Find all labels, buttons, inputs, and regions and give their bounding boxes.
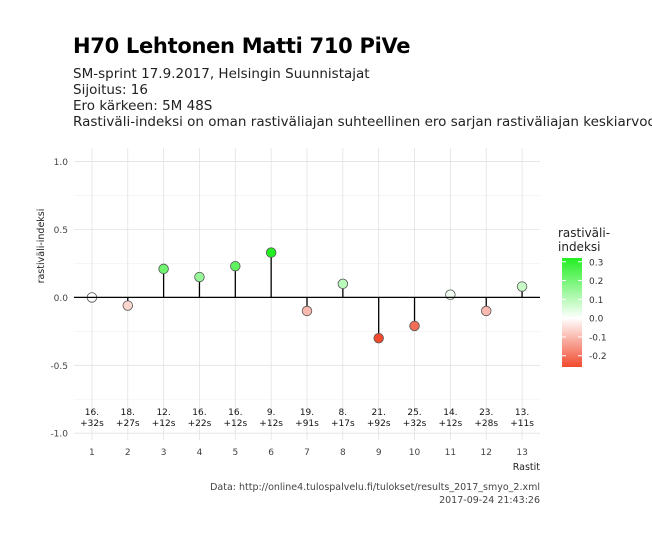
data-point [122, 300, 133, 311]
rank-label: 23. [479, 408, 493, 418]
data-point [230, 260, 241, 272]
data-point [445, 289, 456, 300]
data-points [86, 247, 528, 344]
time-diff-label: +11s [510, 419, 534, 429]
data-point [481, 305, 492, 317]
x-tick-label: 9 [376, 448, 382, 458]
subtitle-gap: Ero kärkeen: 5M 48S [73, 98, 213, 114]
y-tick-label: -0.5 [50, 362, 68, 372]
rank-label: 21. [372, 408, 386, 418]
time-diff-label: +91s [295, 419, 319, 429]
rank-label: 19. [300, 408, 314, 418]
timestamp-caption: 2017-09-24 21:43:26 [439, 495, 540, 506]
data-point [158, 263, 169, 275]
x-tick-label: 6 [268, 448, 274, 458]
data-point [194, 271, 205, 283]
subtitle-event: SM-sprint 17.9.2017, Helsingin Suunnista… [73, 66, 370, 82]
chart-title: H70 Lehtonen Matti 710 PiVe [73, 34, 411, 58]
point-labels: 16.+32s18.+27s12.+12s16.+22s16.+12s9.+12… [80, 408, 534, 429]
time-diff-label: +92s [367, 419, 391, 429]
time-diff-label: +12s [439, 419, 463, 429]
y-tick-label: 0.0 [54, 294, 69, 304]
data-point [301, 305, 313, 317]
y-tick-label: 1.0 [54, 158, 69, 168]
data-point [337, 278, 349, 290]
grid-lines [74, 148, 540, 440]
x-tick-label: 12 [481, 448, 492, 458]
rank-label: 25. [407, 408, 421, 418]
time-diff-label: +28s [474, 419, 498, 429]
time-diff-label: +12s [259, 419, 283, 429]
legend-tick-label: 0.3 [589, 258, 603, 268]
rank-label: 16. [85, 408, 99, 418]
legend-tick-label: -0.1 [589, 333, 607, 343]
x-tick-label: 11 [445, 448, 456, 458]
time-diff-label: +22s [188, 419, 212, 429]
x-tick-label: 1 [89, 448, 95, 458]
rank-label: 13. [515, 408, 529, 418]
legend-tick-label: 0.1 [589, 296, 603, 306]
x-tick-label: 5 [232, 448, 238, 458]
y-tick-label: 0.5 [54, 226, 68, 236]
axes: -1.0-0.50.00.51.01 2 3 4 5 6 7 8 9 10 11 12 13Rastit… [36, 158, 540, 473]
rank-label: 18. [121, 408, 135, 418]
rank-label: 14. [443, 408, 457, 418]
legend-title: indeksi [558, 240, 600, 254]
x-tick-label: 13 [516, 448, 527, 458]
time-diff-label: +12s [152, 419, 176, 429]
subtitle-placement: Sijoitus: 16 [73, 82, 148, 98]
source-caption: Data: http://online4.tulospalvelu.fi/tul… [210, 482, 540, 493]
time-diff-label: +32s [80, 419, 104, 429]
legend-colorbar [562, 258, 582, 367]
x-tick-label: 3 [161, 448, 167, 458]
data-point [373, 332, 384, 344]
time-diff-label: +12s [223, 419, 247, 429]
x-tick-label: 8 [340, 448, 346, 458]
rank-label: 16. [228, 408, 242, 418]
legend-tick-label: 0.2 [589, 277, 603, 287]
rank-label: 12. [156, 408, 170, 418]
rank-label: 16. [192, 408, 206, 418]
time-diff-label: +32s [403, 419, 427, 429]
color-legend: rastiväli-indeksi 0.3 0.2 0.1 0.0 -0.1 -0.2 [558, 226, 610, 367]
x-axis-title: Rastit [513, 462, 541, 473]
rank-label: 8. [339, 408, 348, 418]
time-diff-label: +27s [116, 419, 140, 429]
data-point [409, 320, 420, 332]
y-axis-title: rastiväli-indeksi [36, 209, 47, 284]
data-point [516, 281, 528, 292]
legend-title: rastiväli- [558, 226, 610, 240]
rank-label: 9. [267, 408, 276, 418]
x-tick-label: 10 [409, 448, 421, 458]
x-tick-label: 2 [125, 448, 131, 458]
x-tick-label: 4 [197, 448, 203, 458]
subtitle-description: Rastiväli-indeksi on oman rastiväliajan … [73, 114, 652, 130]
x-tick-label: 7 [304, 448, 310, 458]
legend-tick-label: -0.2 [589, 352, 607, 362]
time-diff-label: +17s [331, 419, 355, 429]
legend-tick-label: 0.0 [589, 315, 604, 325]
data-point [265, 247, 277, 258]
y-tick-label: -1.0 [50, 430, 68, 440]
